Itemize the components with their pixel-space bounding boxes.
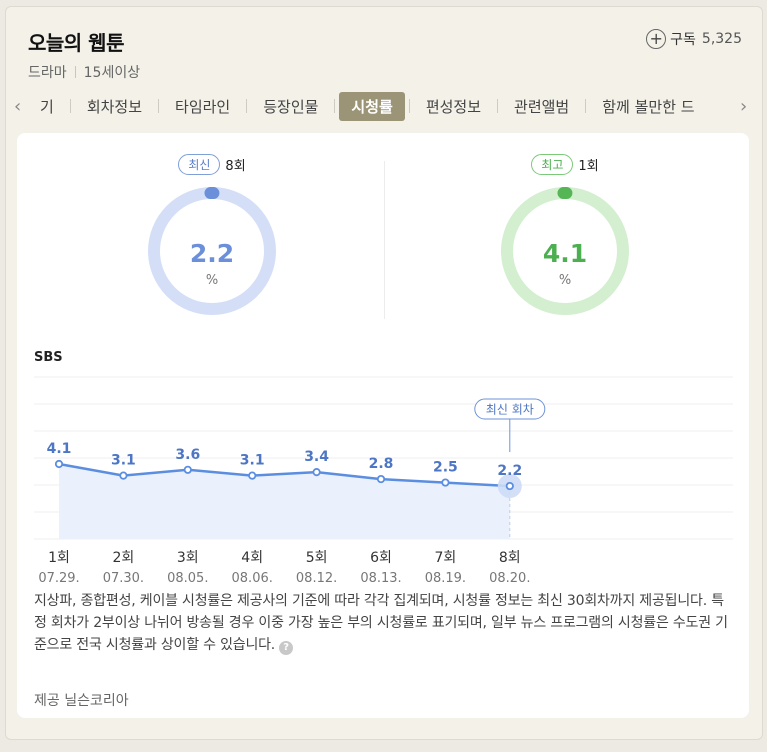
latest-rating-label: 최신 8회 (102, 154, 322, 175)
data-point (119, 471, 128, 480)
episode-tick-label: 4회 (241, 550, 263, 566)
data-point (248, 471, 257, 480)
meta-divider (74, 66, 76, 78)
tab-divider (497, 99, 499, 113)
episode-tick-label: 3회 (177, 550, 199, 566)
data-point (312, 468, 321, 477)
value-label: 3.6 (175, 447, 200, 463)
area-fill (59, 464, 510, 539)
broadcaster-label: SBS (34, 350, 63, 365)
value-label: 2.2 (497, 463, 522, 479)
tab-8[interactable]: 함께 볼만한 드 (602, 97, 695, 116)
plus-icon: + (646, 29, 667, 49)
data-point (54, 459, 64, 469)
tab-divider (334, 99, 336, 113)
rating-panel: 최신 8회 2.2 % 최고 1회 4.1 % SBS 최신 회차 4.1 1회 07.2… (17, 133, 749, 718)
episode-tick-label: 5회 (306, 550, 328, 566)
latest-badge: 최신 (178, 154, 221, 175)
rating-note: 지상파, 종합편성, 케이블 시청률은 제공사의 기준에 따라 각각 집계되며,… (34, 590, 734, 656)
value-label: 3.4 (304, 449, 329, 465)
tab-divider (585, 99, 587, 113)
callout-label: 최신 회차 (486, 403, 534, 417)
data-point (441, 478, 450, 487)
latest-episode: 8회 (225, 159, 246, 174)
subscribe-label: 구독 (670, 32, 696, 48)
value-label: 3.1 (240, 453, 265, 469)
age-rating-label: 15세이상 (83, 65, 141, 81)
date-tick-label: 08.19. (425, 571, 466, 586)
tab-6[interactable]: 편성정보 (425, 97, 482, 116)
episode-tick-label: 1회 (48, 550, 70, 566)
latest-ring-fill (148, 187, 276, 315)
date-tick-label: 08.13. (360, 571, 401, 586)
rating-line-chart: 최신 회차 4.1 1회 07.29. 3.1 2회 07.30. 3.6 3회 08.05. 3.… (34, 376, 733, 586)
date-tick-label: 08.05. (167, 571, 208, 586)
tab-divider (158, 99, 160, 113)
gauge-divider (384, 161, 385, 319)
program-title[interactable]: 오늘의 웹툰 (28, 31, 124, 55)
best-ring (501, 187, 629, 315)
data-point (505, 481, 514, 491)
rating-note-text: 지상파, 종합편성, 케이블 시청률은 제공사의 기준에 따라 각각 집계되며,… (34, 593, 728, 653)
series-line (58, 462, 510, 488)
date-tick-label: 08.12. (296, 571, 337, 586)
help-icon[interactable]: ? (279, 641, 294, 655)
best-rating-unit: % (558, 273, 572, 288)
episode-tick-label: 7회 (435, 550, 457, 566)
subscribe-count: 5,325 (701, 31, 742, 47)
tab-divider (69, 99, 71, 113)
episode-tick-label: 8회 (499, 550, 521, 566)
tab-4[interactable]: 등장인물 (263, 97, 319, 116)
date-tick-label: 08.06. (232, 571, 273, 586)
rating-card: 오늘의 웹툰 드라마 15세이상 + 구독 5,325 ‹ 기 회차정보 타임라인 등장… (5, 6, 763, 740)
best-ring-fill (501, 187, 629, 315)
data-point (183, 465, 192, 474)
tab-3[interactable]: 타임라인 (175, 97, 231, 116)
callout-bubble (474, 398, 546, 420)
tab-5[interactable]: 시청률 (339, 91, 405, 121)
date-tick-label: 07.29. (38, 571, 79, 586)
best-rating-gauge: 최고 1회 4.1 % (455, 151, 675, 326)
best-rating-label: 최고 1회 (455, 154, 675, 175)
episode-tick-label: 2회 (113, 550, 135, 566)
value-label: 4.1 (47, 441, 72, 457)
latest-rating-value: 2.2 (189, 239, 235, 268)
subscribe-button[interactable]: + 구독 5,325 (646, 29, 742, 49)
tab-divider (408, 99, 410, 113)
tab-2[interactable]: 회차정보 (86, 97, 143, 116)
date-tick-label: 07.30. (103, 571, 144, 586)
latest-rating-unit: % (205, 273, 219, 288)
latest-ring (148, 187, 276, 315)
tab-divider (246, 99, 248, 113)
value-label: 2.8 (369, 456, 394, 472)
value-label: 2.5 (433, 460, 458, 476)
tab-1[interactable]: 기 (40, 97, 54, 116)
best-episode: 1회 (578, 159, 599, 174)
chevron-left-icon[interactable]: ‹ (14, 96, 22, 117)
episode-tick-label: 6회 (370, 550, 392, 566)
value-label: 3.1 (111, 453, 136, 469)
date-tick-label: 08.20. (489, 571, 530, 586)
latest-rating-gauge: 최신 8회 2.2 % (102, 151, 322, 326)
program-meta: 드라마 15세이상 (28, 62, 140, 82)
best-rating-value: 4.1 (542, 239, 588, 268)
tab-list: 기 회차정보 타임라인 등장인물 시청률 편성정보 관련앨범 함께 볼만한 드 (34, 89, 734, 123)
chevron-right-icon[interactable]: › (740, 96, 748, 117)
data-point (376, 474, 386, 484)
best-badge: 최고 (531, 154, 574, 175)
genre-label: 드라마 (28, 65, 67, 81)
tab-7[interactable]: 관련앨범 (514, 97, 570, 116)
data-provider: 제공 닐슨코리아 (34, 693, 129, 709)
tab-bar: ‹ 기 회차정보 타임라인 등장인물 시청률 편성정보 관련앨범 함께 볼만한 드 › (6, 89, 762, 123)
